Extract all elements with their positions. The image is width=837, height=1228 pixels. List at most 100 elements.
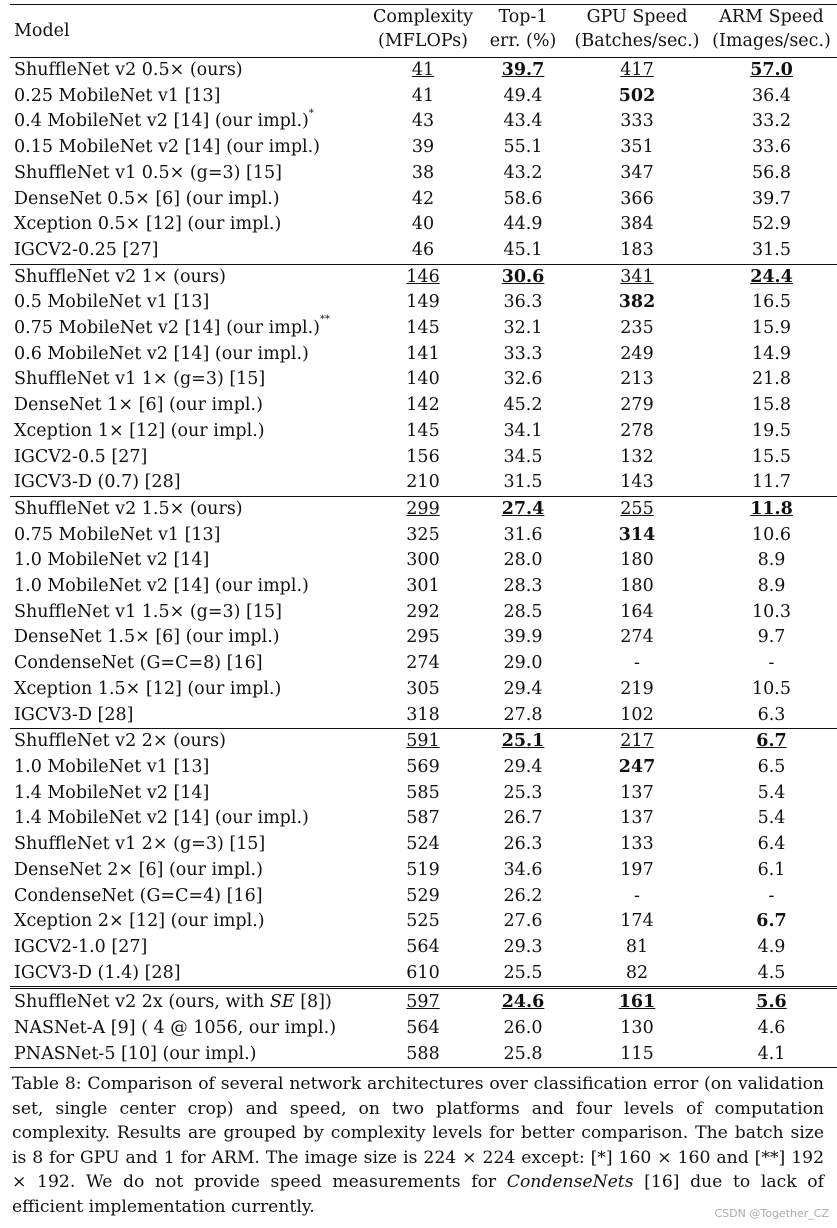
cell-complexity: 38 [368,161,478,187]
cell-top1-error: 31.6 [478,523,568,549]
table-row: ShuffleNet v2 0.5× (ours) 41 39.7 417 57.0 [10,56,837,84]
table-row: 1.4 MobileNet v2 [14] 585 25.3 137 5.4 [10,781,837,807]
complexity-value: 588 [406,1043,440,1064]
cell-complexity: 43 [368,109,478,135]
cell-complexity: 145 [368,419,478,445]
complexity-value: 210 [406,472,440,493]
complexity-value: 591 [406,731,440,752]
gpu-speed-value: 137 [620,808,654,829]
cell-complexity: 564 [368,935,478,961]
cell-arm-speed: 36.4 [706,84,837,110]
arm-speed-value: 15.8 [752,395,791,416]
cell-arm-speed: 16.5 [706,290,837,316]
cell-gpu-speed: 384 [568,212,706,238]
table-row: CondenseNet (G=C=8) [16] 274 29.0 - - [10,651,837,677]
top1-error-value: 34.6 [503,859,543,880]
arm-speed-value: 39.7 [752,188,791,209]
table-row: IGCV2-0.25 [27] 46 45.1 183 31.5 [10,238,837,264]
cell-gpu-speed: 219 [568,677,706,703]
cell-model: 0.5 MobileNet v1 [13] [10,290,368,316]
model-name: Xception 1.5× [12] (our impl.) [14,678,282,699]
model-name: IGCV2-1.0 [27] [14,936,148,957]
model-name: Xception 2× [12] (our impl.) [14,911,265,932]
cell-top1-error: 27.8 [478,703,568,729]
cell-top1-error: 27.6 [478,909,568,935]
cell-gpu-speed: 137 [568,806,706,832]
cell-arm-speed: - [706,884,837,910]
cell-arm-speed: 5.4 [706,781,837,807]
complexity-value: 41 [411,60,435,80]
cell-top1-error: 25.1 [478,728,568,755]
model-name: IGCV3-D (1.4) [28] [14,962,181,983]
cell-arm-speed: 56.8 [706,161,837,187]
cell-model: ShuffleNet v2 2x (ours, with SE [8]) [10,986,368,1017]
cell-gpu-speed: 366 [568,187,706,213]
cell-model: ShuffleNet v2 1× (ours) [10,263,368,291]
cell-complexity: 318 [368,703,478,729]
cell-top1-error: 34.1 [478,419,568,445]
gpu-speed-value: 137 [620,782,654,803]
gpu-speed-value: 81 [625,936,649,957]
top1-error-value: 39.7 [501,60,545,80]
cell-model: 1.0 MobileNet v1 [13] [10,755,368,781]
table-row: ShuffleNet v2 2× (ours) 591 25.1 217 6.7 [10,728,837,755]
header-arm-2: (Images/sec.) [712,31,831,51]
arm-speed-value: 4.9 [757,936,786,957]
cell-arm-speed: 39.7 [706,187,837,213]
cell-arm-speed: 19.5 [706,419,837,445]
top1-error-value: 26.3 [503,834,543,855]
model-name: ShuffleNet v2 0.5× (ours) [14,60,243,80]
gpu-speed-value: 502 [618,85,656,106]
model-name: 0.75 MobileNet v1 [13] [14,524,221,545]
cell-top1-error: 28.0 [478,548,568,574]
cell-gpu-speed: 502 [568,84,706,110]
table-header: Model Complexity Top-1 GPU Speed ARM Spe… [10,4,837,58]
cell-model: 1.0 MobileNet v2 [14] [10,548,368,574]
gpu-speed-value: 143 [620,472,654,493]
top1-error-value: 27.6 [503,911,543,932]
table-row: ShuffleNet v2 1.5× (ours) 299 27.4 255 11.8 [10,495,837,523]
cell-arm-speed: 9.7 [706,625,837,651]
cell-model: ShuffleNet v1 1.5× (g=3) [15] [10,600,368,626]
cell-model: 0.75 MobileNet v1 [13] [10,523,368,549]
table-row: DenseNet 0.5× [6] (our impl.) 42 58.6 366 39… [10,187,837,213]
arm-speed-value: 6.1 [757,859,786,880]
gpu-speed-value: 384 [620,214,654,235]
arm-speed-value: 10.5 [752,678,791,699]
table-row: 0.25 MobileNet v1 [13] 41 49.4 502 36.4 [10,84,837,110]
cell-complexity: 210 [368,470,478,496]
cell-gpu-speed: 197 [568,858,706,884]
table-row: CondenseNet (G=C=4) [16] 529 26.2 - - [10,884,837,910]
table-row: ShuffleNet v2 2x (ours, with SE [8]) 597 2… [10,986,837,1017]
complexity-value: 587 [406,808,440,829]
arm-speed-value: 6.5 [757,756,786,777]
cell-model: ShuffleNet v2 2× (ours) [10,728,368,755]
cell-top1-error: 24.6 [478,986,568,1017]
cell-top1-error: 28.3 [478,574,568,600]
top1-error-value: 27.8 [503,704,543,725]
cell-model: ShuffleNet v1 1× (g=3) [15] [10,367,368,393]
cell-arm-speed: 11.8 [706,495,837,523]
cell-arm-speed: 15.9 [706,316,837,342]
cell-complexity: 305 [368,677,478,703]
gpu-speed-value: 382 [618,292,656,313]
table-row: ShuffleNet v1 2× (g=3) [15] 524 26.3 133 6.4 [10,832,837,858]
table-row: ShuffleNet v1 1× (g=3) [15] 140 32.6 213 21.… [10,367,837,393]
cell-gpu-speed: 217 [568,728,706,755]
cell-arm-speed: 4.5 [706,961,837,988]
top1-error-value: 29.4 [503,678,543,699]
cell-complexity: 292 [368,600,478,626]
cell-model: DenseNet 1× [6] (our impl.) [10,393,368,419]
table-row: 1.4 MobileNet v2 [14] (our impl.) 587 26.7… [10,806,837,832]
gpu-speed-value: 314 [618,524,656,545]
cell-gpu-speed: 382 [568,290,706,316]
cell-top1-error: 29.0 [478,651,568,677]
model-name: 1.0 MobileNet v2 [14] [14,550,210,571]
top1-error-value: 25.3 [503,782,543,803]
cell-gpu-speed: 137 [568,781,706,807]
cell-model: IGCV3-D (0.7) [28] [10,470,368,496]
model-name: 1.4 MobileNet v2 [14] [14,782,210,803]
cell-complexity: 46 [368,238,478,264]
cell-complexity: 300 [368,548,478,574]
complexity-value: 318 [406,704,440,725]
